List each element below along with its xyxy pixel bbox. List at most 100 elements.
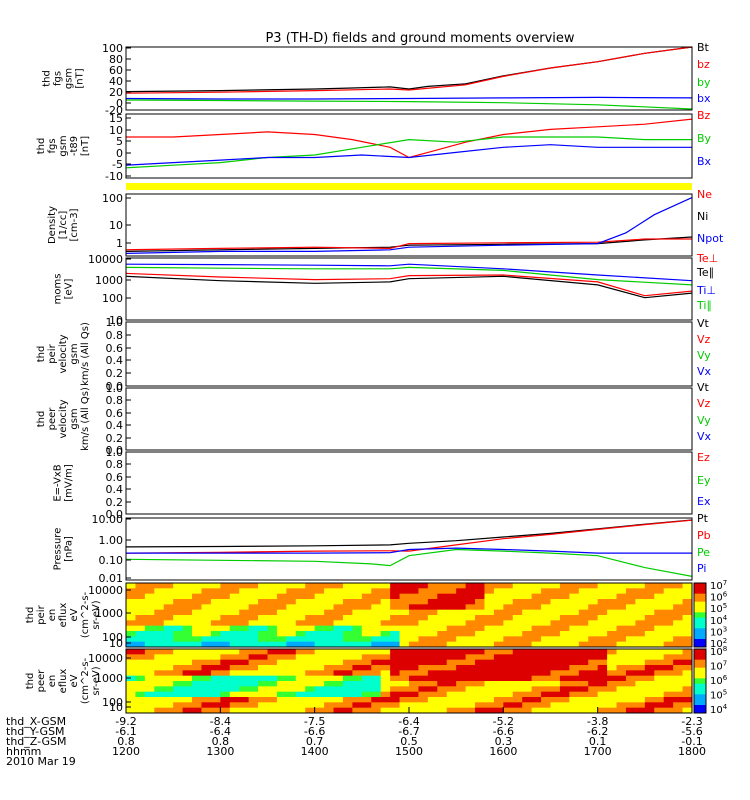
spectrogram-cell — [201, 691, 212, 698]
spectrogram-cell — [286, 641, 297, 648]
spectrogram-cell — [503, 686, 514, 693]
spectrogram-cell — [333, 593, 344, 600]
spectrogram-cell — [446, 649, 457, 655]
series-line-2 — [125, 519, 693, 554]
x-tick-label: 0.7 — [306, 735, 324, 748]
spectrogram-cell — [390, 697, 401, 703]
spectrogram-cell — [682, 631, 693, 637]
spectrogram-cell — [559, 649, 570, 655]
y-axis-label: thdpeerenefluxeV(cm^2-s-sr-eV) — [25, 657, 102, 704]
spectrogram-cell — [182, 665, 193, 671]
spectrogram-cell — [512, 649, 523, 655]
spectrogram-cell — [220, 583, 231, 589]
spectrogram-cell — [682, 670, 693, 677]
spectrogram-cell — [512, 707, 523, 714]
spectrogram-cell — [248, 641, 259, 648]
spectrogram-cell — [409, 593, 419, 600]
spectrogram-cell — [541, 625, 551, 632]
spectrogram-cell — [512, 686, 523, 693]
spectrogram-cell — [220, 609, 231, 616]
colorbar-cell — [694, 699, 706, 703]
spectrogram-cell — [305, 609, 316, 616]
spectrogram-cell — [192, 593, 202, 600]
spectrogram-cell — [635, 665, 646, 671]
spectrogram-cell — [342, 583, 353, 589]
spectrogram-cell — [371, 659, 382, 666]
spectrogram-cell — [371, 609, 382, 616]
x-tick-label: 1600 — [489, 745, 517, 758]
spectrogram-cell — [493, 631, 504, 637]
spectrogram-cell — [239, 675, 250, 682]
spectrogram-cell — [286, 583, 297, 589]
spectrogram-cell — [342, 649, 353, 655]
spectrogram-cell — [258, 636, 268, 643]
legend-label: Vx — [697, 430, 712, 443]
spectrogram-cell — [541, 675, 551, 682]
spectrogram-cell — [644, 620, 655, 627]
spectrogram-cell — [220, 588, 231, 595]
x-row-label: thd_Z-GSM — [6, 735, 66, 748]
spectrogram-cell — [324, 691, 335, 698]
spectrogram-cell — [578, 583, 589, 589]
y-tick-label: 10000 — [88, 584, 123, 597]
colorbar-cell — [694, 670, 706, 674]
spectrogram-cell — [135, 675, 146, 682]
spectrogram-cell — [352, 707, 363, 714]
spectrogram-cell — [493, 604, 504, 611]
spectrogram-cell — [182, 681, 193, 687]
spectrogram-cell — [295, 583, 306, 589]
y-tick-label: -5 — [112, 158, 123, 171]
colorbar-cell — [694, 585, 706, 589]
spectrogram-cell — [201, 665, 212, 671]
spectrogram-cell — [361, 631, 372, 637]
spectrogram-cell — [295, 697, 306, 703]
spectrogram-cell — [295, 641, 306, 648]
spectrogram-cell — [522, 686, 533, 693]
spectrogram-cell — [399, 691, 410, 698]
spectrogram-cell — [163, 615, 174, 621]
spectrogram-cell — [663, 599, 674, 605]
spectrogram-cell — [503, 670, 514, 677]
spectrogram-cell — [522, 649, 533, 655]
spectrogram-cell — [644, 631, 655, 637]
spectrogram-cell — [135, 599, 146, 605]
spectrogram-cell — [446, 659, 457, 666]
spectrogram-cell — [493, 654, 504, 661]
spectrogram-cell — [182, 654, 193, 661]
spectrogram-cell — [371, 620, 382, 627]
spectrogram-cell — [607, 588, 618, 595]
spectrogram-cell — [286, 593, 297, 600]
spectrogram-cell — [390, 654, 401, 661]
spectrogram-cell — [475, 583, 485, 589]
spectrogram-cell — [578, 707, 589, 714]
spectrogram-cell — [352, 649, 363, 655]
spectrogram-cell — [625, 665, 636, 671]
spectrogram-cell — [663, 583, 674, 589]
spectrogram-cell — [390, 659, 401, 666]
spectrogram-cell — [305, 654, 316, 661]
y-tick-label: 0.0 — [106, 508, 124, 521]
spectrogram-cell — [361, 697, 372, 703]
spectrogram-cell — [248, 620, 259, 627]
spectrogram-cell — [267, 609, 278, 616]
spectrogram-cell — [248, 588, 259, 595]
spectrogram-cell — [324, 649, 335, 655]
spectrogram-cell — [371, 691, 382, 698]
spectrogram-cell — [437, 625, 448, 632]
spectrogram-cell — [286, 604, 297, 611]
legend-label: Ti⊥ — [696, 284, 716, 297]
x-tick-label: 0.8 — [212, 735, 230, 748]
spectrogram-cell — [154, 670, 165, 677]
spectrogram-cell — [550, 641, 561, 648]
spectrogram-cell — [673, 599, 684, 605]
spectrogram-cell — [588, 686, 599, 693]
spectrogram-cell — [625, 604, 636, 611]
spectrogram-cell — [258, 583, 268, 589]
spectrogram-cell — [276, 697, 287, 703]
colorbar-cell — [694, 659, 706, 663]
spectrogram-cell — [295, 686, 306, 693]
spectrogram-cell — [456, 641, 467, 648]
spectrogram-cell — [522, 670, 533, 677]
spectrogram-cell — [135, 697, 146, 703]
